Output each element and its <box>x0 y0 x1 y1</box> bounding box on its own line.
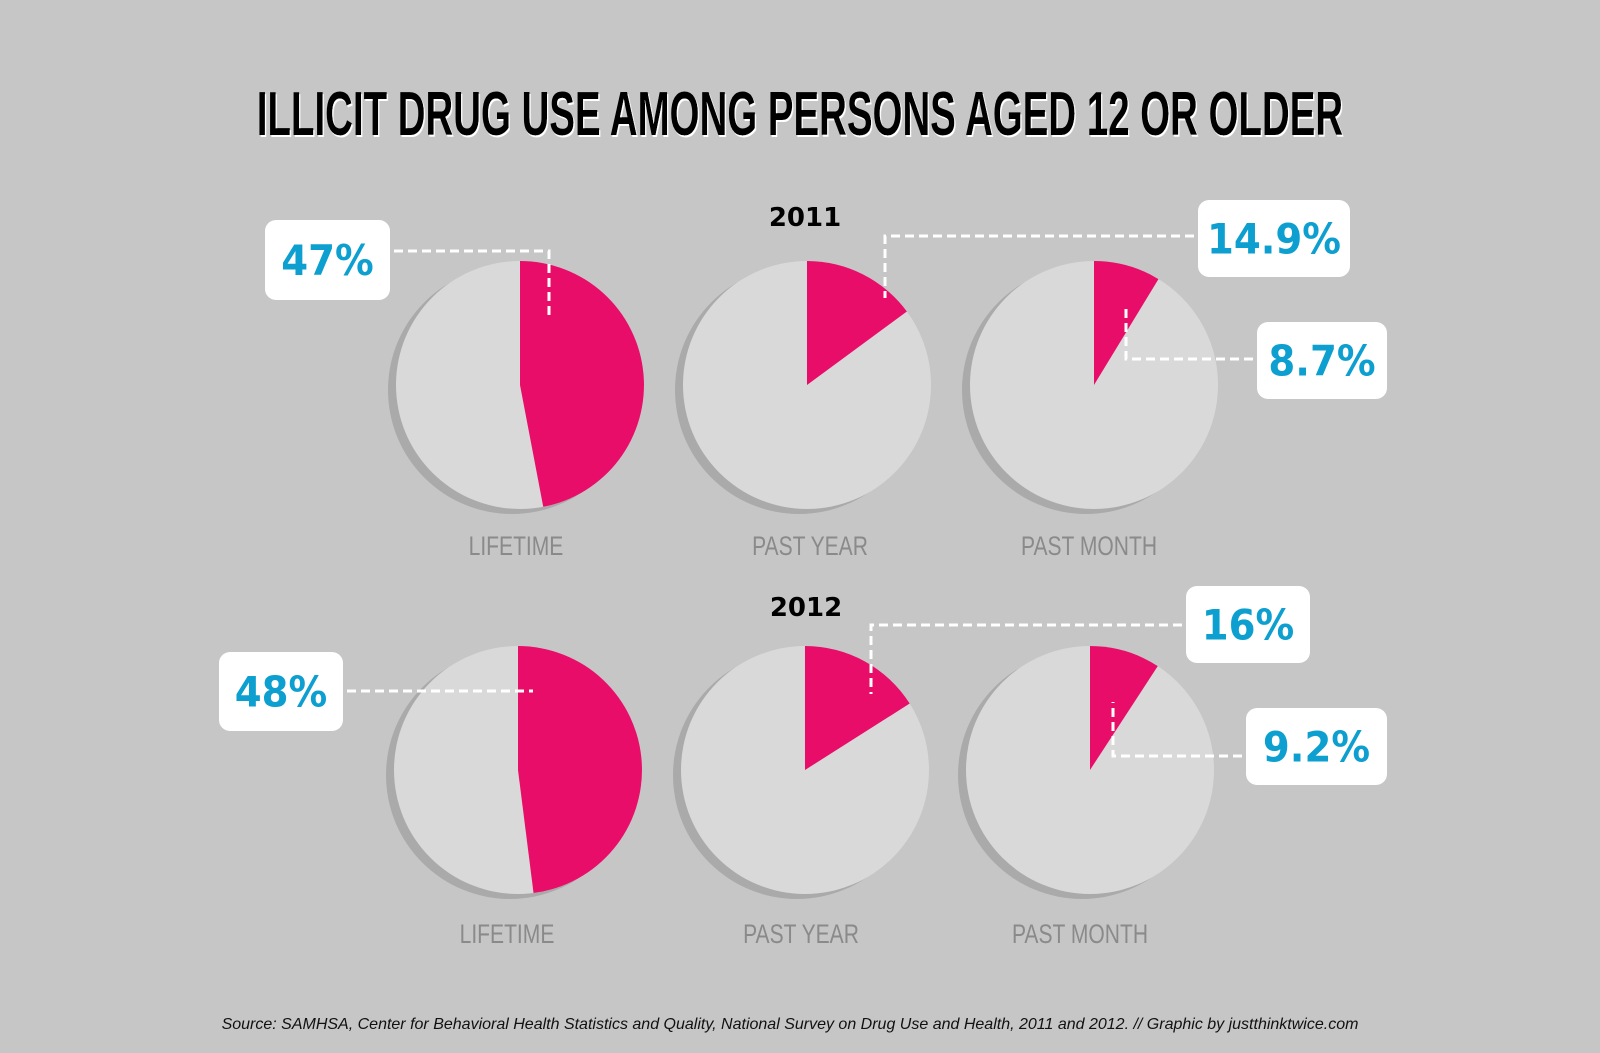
value-label: 47% <box>281 236 373 285</box>
value-label: 8.7% <box>1268 337 1375 386</box>
year-label-2011: 2011 <box>769 203 841 233</box>
value-label: 14.9% <box>1207 215 1341 264</box>
category-label: LIFETIME <box>469 532 564 562</box>
category-label: PAST YEAR <box>752 532 868 562</box>
category-label: PAST YEAR <box>743 920 859 950</box>
value-label-box <box>1257 322 1387 399</box>
pie-2011-past-year: PAST YEAR 14.9% <box>675 200 1350 562</box>
value-label-box <box>219 652 343 731</box>
value-label: 48% <box>235 668 327 717</box>
leader-line <box>1111 702 1242 758</box>
pie-value-slice <box>1090 646 1158 770</box>
chart-title: ILLICIT DRUG USE AMONG PERSONS AGED 12 O… <box>257 79 1343 149</box>
leader-line <box>883 234 1194 298</box>
value-label-box <box>1198 200 1350 277</box>
value-label-box <box>265 220 390 300</box>
pie-2011-lifetime: LIFETIME 47% <box>265 220 644 562</box>
year-label-2012: 2012 <box>770 593 842 623</box>
pie-2011-past-month: PAST MONTH 8.7% <box>962 260 1387 562</box>
value-label-box <box>1186 586 1310 663</box>
pie-value-slice <box>807 261 907 385</box>
leader-line <box>1124 304 1253 361</box>
pie-value-slice <box>805 646 910 770</box>
leader-line <box>869 623 1182 694</box>
category-label: PAST MONTH <box>1012 920 1148 950</box>
leader-line <box>394 249 551 316</box>
pie-value-slice <box>520 261 644 507</box>
source-note: Source: SAMHSA, Center for Behavioral He… <box>222 1016 1359 1033</box>
category-label: LIFETIME <box>460 920 555 950</box>
pie-2012-past-month: PAST MONTH 9.2% <box>958 646 1387 950</box>
value-label: 16% <box>1202 601 1294 650</box>
value-label: 9.2% <box>1263 723 1370 772</box>
pie-value-slice <box>518 646 642 894</box>
value-label-box <box>1246 708 1387 785</box>
pie-2012-lifetime: LIFETIME 48% <box>219 646 642 950</box>
pie-2012-past-year: PAST YEAR 16% <box>673 586 1310 950</box>
category-label: PAST MONTH <box>1021 532 1157 562</box>
